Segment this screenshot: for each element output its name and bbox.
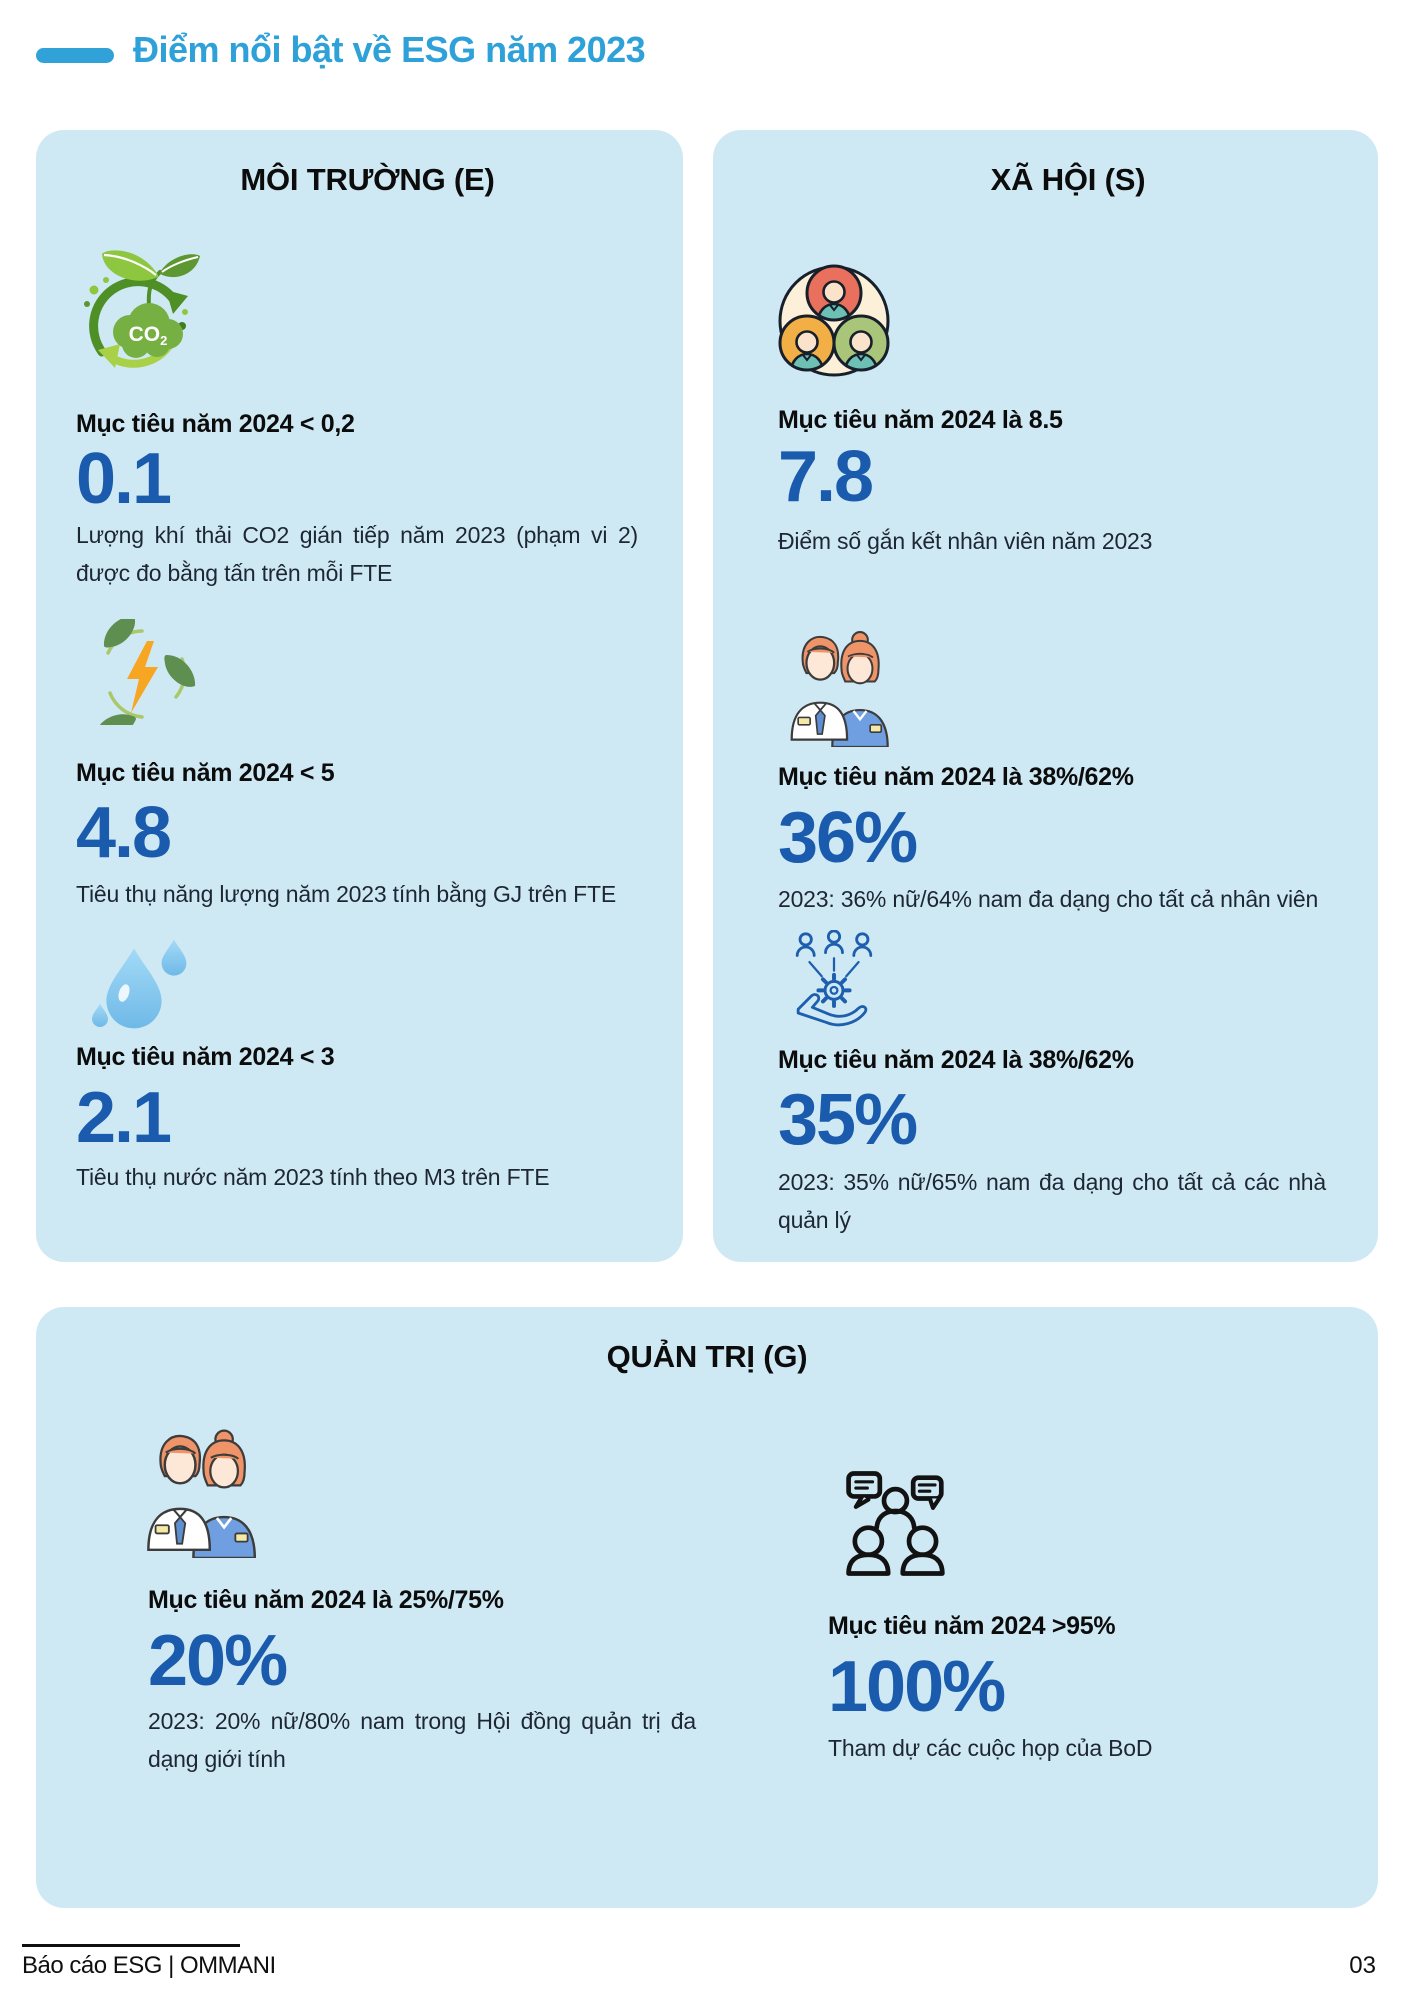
environment-card: MÔI TRƯỜNG (E) CO2 Mục tiêu năm 2024 < 0…	[36, 130, 683, 1262]
metric-value: 36%	[778, 797, 918, 878]
footer-report-name: Báo cáo ESG | OMMANI	[22, 1952, 276, 1979]
metric-value: 100%	[828, 1646, 1006, 1727]
co2-cycle-icon: CO2	[84, 250, 200, 368]
metric-target: Mục tiêu năm 2024 là 25%/75%	[148, 1586, 504, 1614]
metric-value: 7.8	[778, 436, 874, 517]
page-number: 03	[1349, 1952, 1376, 1979]
footer-divider	[22, 1944, 240, 1947]
metric-description: Tham dự các cuộc họp của BoD	[828, 1735, 1153, 1762]
employees-icon	[790, 630, 889, 747]
metric-value: 0.1	[76, 438, 172, 519]
social-card-title: XÃ HỘI (S)	[990, 162, 1146, 197]
metric-target: Mục tiêu năm 2024 là 8.5	[778, 406, 1063, 434]
metric-description: Lượng khí thải CO2 gián tiếp năm 2023 (p…	[76, 522, 638, 586]
governance-column-meetings: Mục tiêu năm 2024 >95% 100% Tham dự các …	[828, 1425, 1348, 1768]
board-meeting-icon	[846, 1471, 945, 1576]
metric-value: 20%	[148, 1620, 288, 1701]
team-circle-icon	[778, 264, 890, 377]
metric-description: Tiêu thụ nước năm 2023 tính theo M3 trên…	[76, 1163, 550, 1190]
metric-target: Mục tiêu năm 2024 là 38%/62%	[778, 762, 1134, 791]
page-title: Điểm nổi bật về ESG năm 2023	[133, 29, 646, 70]
governance-column-board: Mục tiêu năm 2024 là 25%/75% 20% 2023: 2…	[147, 1425, 708, 1779]
metric-description: 2023: 35% nữ/65% nam đa dạng cho tất cả …	[778, 1168, 1326, 1233]
governance-card: QUẢN TRỊ (G) Mục tiêu năm 2024 là 25%/75…	[36, 1307, 1378, 1908]
title-accent-bar	[36, 48, 114, 63]
metric-target: Mục tiêu năm 2024 < 3	[76, 1043, 335, 1072]
water-drops-icon	[92, 940, 187, 1029]
metric-target: Mục tiêu năm 2024 < 0,2	[76, 410, 355, 438]
environment-card-title: MÔI TRƯỜNG (E)	[240, 162, 495, 197]
metric-description: 2023: 20% nữ/80% nam trong Hội đồng quản…	[148, 1708, 696, 1772]
metric-target: Mục tiêu năm 2024 là 38%/62%	[778, 1045, 1134, 1074]
metric-description: 2023: 36% nữ/64% nam đa dạng cho tất cả …	[778, 886, 1319, 912]
energy-leaves-icon	[95, 618, 198, 725]
board-diversity-icon	[147, 1429, 257, 1558]
metric-target: Mục tiêu năm 2024 >95%	[828, 1612, 1116, 1640]
metric-description: Tiêu thụ năng lượng năm 2023 tính bằng G…	[76, 880, 617, 907]
management-hand-gear-icon	[795, 929, 873, 1026]
social-card: XÃ HỘI (S) Mục tiêu năm 2024 là 8.5 7.8	[713, 130, 1378, 1262]
metric-description: Điểm số gắn kết nhân viên năm 2023	[778, 528, 1153, 555]
metric-target: Mục tiêu năm 2024 < 5	[76, 758, 335, 787]
metric-value: 4.8	[76, 793, 172, 874]
metric-value: 2.1	[76, 1078, 172, 1159]
metric-value: 35%	[778, 1080, 918, 1161]
governance-card-title: QUẢN TRỊ (G)	[606, 1339, 808, 1374]
